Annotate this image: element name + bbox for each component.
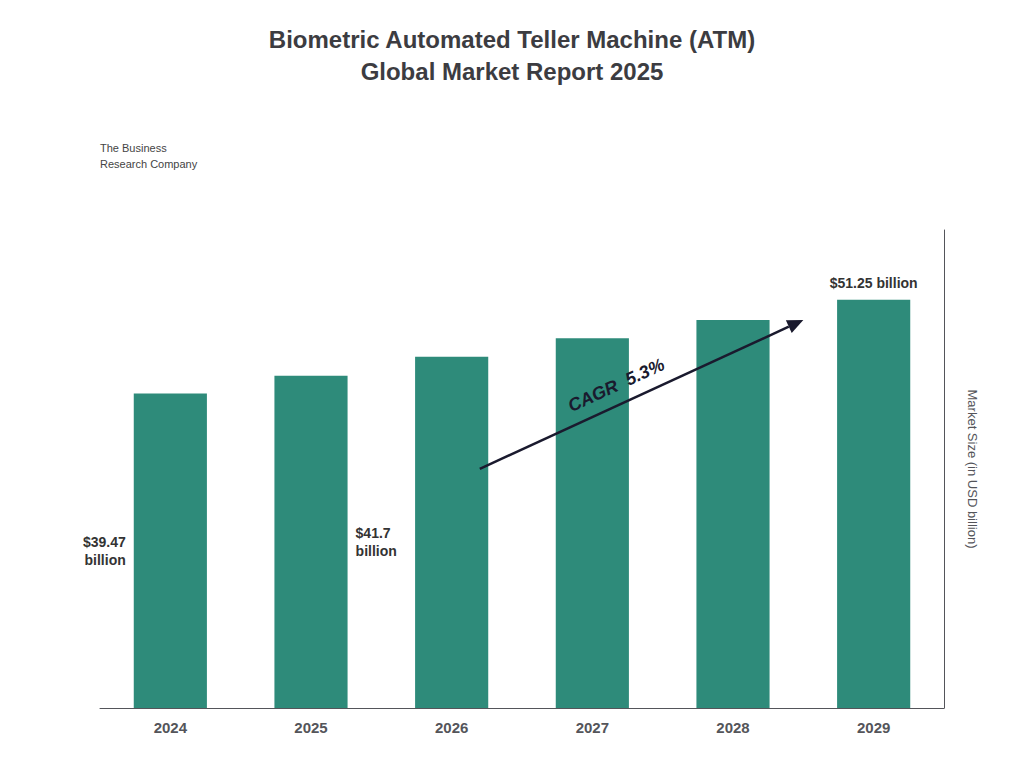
svg-text:Research Company: Research Company: [100, 158, 198, 170]
svg-text:The Business: The Business: [100, 142, 167, 154]
svg-text:2027: 2027: [576, 719, 609, 736]
svg-text:$51.25 billion: $51.25 billion: [830, 275, 918, 291]
svg-text:$41.7: $41.7: [356, 525, 391, 541]
svg-text:Global Market Report 2025: Global Market Report 2025: [361, 58, 664, 85]
svg-text:$39.47: $39.47: [83, 534, 126, 550]
svg-text:2024: 2024: [154, 719, 188, 736]
svg-text:billion: billion: [356, 543, 397, 559]
svg-text:2029: 2029: [857, 719, 890, 736]
svg-text:2028: 2028: [716, 719, 749, 736]
svg-text:2025: 2025: [294, 719, 327, 736]
svg-text:Market Size (in USD billion): Market Size (in USD billion): [965, 390, 980, 549]
svg-text:Biometric Automated Teller Mac: Biometric Automated Teller Machine (ATM): [269, 26, 755, 53]
svg-text:2026: 2026: [435, 719, 468, 736]
svg-text:CAGR 5.3%: CAGR 5.3%: [565, 354, 668, 416]
svg-text:billion: billion: [85, 552, 126, 568]
